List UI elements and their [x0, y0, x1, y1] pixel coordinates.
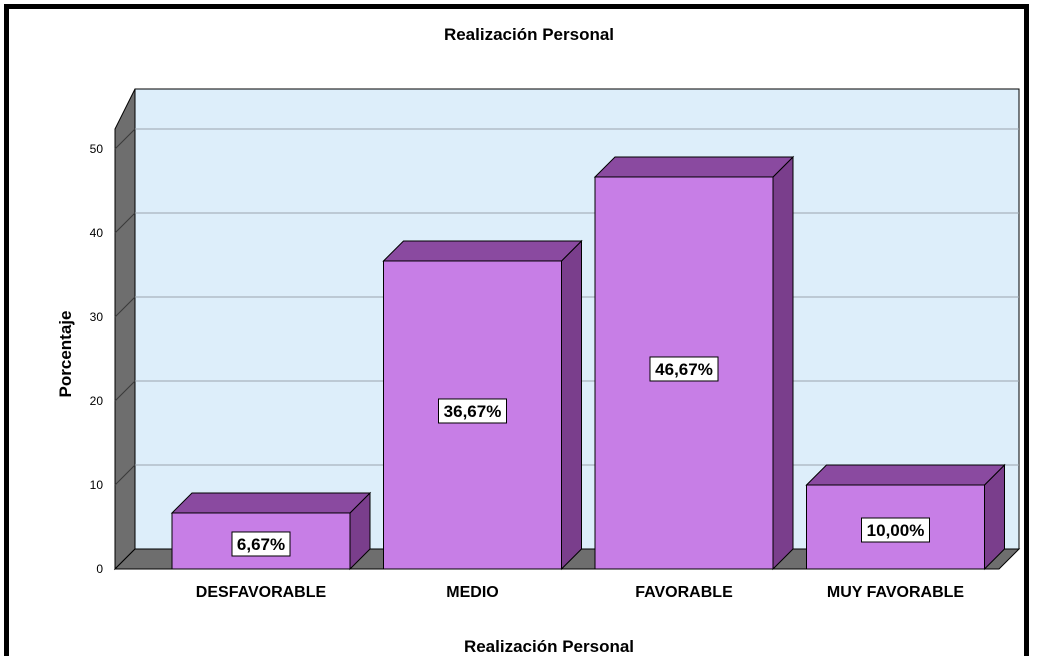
data-label: 10,00%	[867, 521, 925, 540]
data-label-box	[861, 517, 930, 543]
gridline-side	[114, 380, 136, 402]
x-category-label: FAVORABLE	[635, 584, 733, 601]
bar-2: 36,67%	[382, 239, 583, 571]
data-label-box	[438, 398, 507, 424]
bar-4: 10,00%	[805, 463, 1006, 571]
x-category-label: MUY FAVORABLE	[827, 584, 965, 601]
gridline-side	[114, 464, 136, 486]
chart-title: Realización Personal	[444, 25, 614, 44]
y-tick-label: 20	[90, 394, 104, 408]
bar-top	[593, 156, 795, 178]
bar-side	[561, 239, 582, 571]
y-tick-label: 50	[90, 142, 104, 156]
bar-side	[772, 155, 794, 571]
y-tick-label: 30	[90, 310, 104, 324]
y-tick-label: 40	[90, 226, 104, 240]
chart-frame: Realización Personal 0 10 20 30 40 50 6,67% 36…	[4, 4, 1029, 656]
bar-top	[382, 240, 583, 262]
y-tick-label: 0	[96, 562, 103, 576]
bar-1: 6,67%	[170, 491, 372, 571]
bar-3: 46,67%	[593, 155, 795, 571]
gridline-side	[114, 296, 136, 318]
data-label: 46,67%	[655, 360, 713, 379]
data-label: 36,67%	[444, 402, 502, 421]
x-axis-categories: DESFAVORABLE MEDIO FAVORABLE MUY FAVORABLE	[196, 584, 965, 601]
data-label-box	[649, 356, 719, 382]
bar-top	[170, 492, 372, 514]
x-category-label: DESFAVORABLE	[196, 584, 327, 601]
data-label: 6,67%	[237, 535, 285, 554]
y-axis-label: Porcentaje	[56, 311, 75, 398]
bar-chart: Realización Personal 0 10 20 30 40 50 6,67% 36…	[56, 25, 1021, 656]
y-axis-ticks: 0 10 20 30 40 50	[90, 142, 104, 576]
gridline-side	[114, 212, 136, 234]
x-category-label: MEDIO	[446, 584, 498, 601]
bar-front	[594, 176, 774, 570]
gridline-side	[114, 128, 136, 150]
x-axis-label: Realización Personal	[464, 637, 634, 656]
data-label-box	[231, 531, 291, 557]
y-tick-label: 10	[90, 478, 104, 492]
plot-left-wall	[114, 88, 136, 571]
bar-top	[805, 464, 1006, 486]
bars: 6,67% 36,67% 46,67% 10,00%	[170, 155, 1006, 571]
